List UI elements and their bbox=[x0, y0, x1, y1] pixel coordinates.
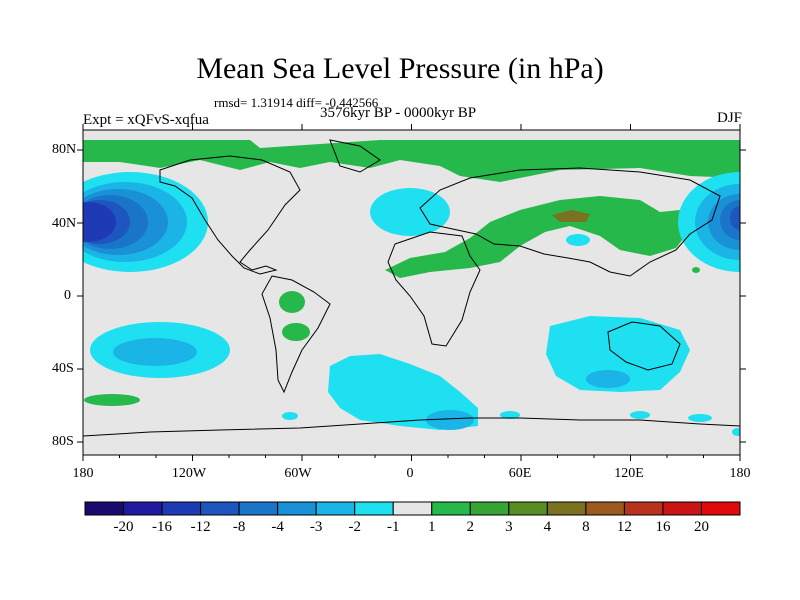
colorbar-swatch bbox=[546, 501, 587, 516]
colorbar-label: 20 bbox=[693, 519, 709, 535]
lat-label-80s: 80S bbox=[52, 434, 74, 449]
colorbar-swatch bbox=[200, 501, 240, 516]
lon-label-0: 0 bbox=[406, 466, 414, 481]
lon-label-120e: 120E bbox=[614, 466, 644, 481]
colorbar-swatch bbox=[84, 501, 125, 516]
colorbar-label: -2 bbox=[348, 519, 361, 535]
colorbar-label: 3 bbox=[505, 519, 513, 535]
colorbar-label: 2 bbox=[466, 519, 475, 535]
southern-ocean-patch-1 bbox=[500, 411, 520, 419]
lon-label-60w: 60W bbox=[284, 466, 312, 481]
stats-line: rmsd= 1.31914 diff= -0.442566 bbox=[214, 95, 379, 110]
map-title: Mean Sea Level Pressure (in hPa) bbox=[196, 52, 604, 85]
lat-label-40s: 40S bbox=[52, 361, 74, 376]
lat-label-0: 0 bbox=[64, 288, 71, 303]
south-america-positive-1 bbox=[279, 291, 305, 313]
colorbar-swatch bbox=[123, 501, 163, 516]
colorbar-swatch bbox=[623, 501, 664, 516]
colorbar bbox=[84, 501, 741, 516]
colorbar-label: 8 bbox=[582, 519, 590, 535]
colorbar-swatch bbox=[431, 501, 471, 516]
africa-coast bbox=[387, 231, 481, 347]
colorbar-swatch bbox=[392, 501, 433, 516]
south-america-coast bbox=[261, 275, 331, 394]
spacific-negative-l2 bbox=[113, 338, 197, 366]
brown-spot bbox=[552, 210, 590, 222]
lat-label-80n: 80N bbox=[52, 142, 77, 157]
colorbar-swatch bbox=[315, 501, 356, 516]
southern-ocean-patch-5 bbox=[732, 428, 740, 436]
southern-ocean-patch-4 bbox=[282, 412, 298, 420]
npacific-low-east-l5 bbox=[730, 206, 740, 230]
colorbar-swatch bbox=[277, 501, 317, 516]
lon-label-60e: 60E bbox=[508, 466, 532, 481]
tibet-negative-spot bbox=[566, 234, 590, 246]
colorbar-label: -1 bbox=[386, 519, 400, 535]
australia-coast bbox=[607, 321, 681, 371]
colorbar-swatch bbox=[585, 501, 625, 516]
colorbar-label: 12 bbox=[616, 519, 632, 535]
period-label: 3576kyr BP - 0000kyr BP bbox=[320, 105, 477, 121]
colorbar-swatch bbox=[662, 501, 702, 516]
colorbar-swatch bbox=[469, 501, 510, 516]
pressure-field bbox=[83, 130, 740, 455]
natlantic-negative bbox=[370, 188, 450, 236]
axis-ticks bbox=[77, 124, 746, 461]
southern-ocean-patch-3 bbox=[688, 414, 712, 422]
indian-ocean-negative bbox=[546, 316, 690, 392]
coastlines bbox=[83, 139, 740, 437]
npacific-low-west-l6 bbox=[83, 202, 116, 242]
small-positive-spot bbox=[692, 267, 700, 273]
colorbar-label: -16 bbox=[152, 519, 173, 535]
north-america-coast bbox=[159, 155, 301, 275]
colorbar-label: 16 bbox=[655, 519, 671, 535]
lat-label-40n: 40N bbox=[52, 216, 77, 231]
south-america-positive-2 bbox=[282, 323, 310, 341]
colorbar-label: -20 bbox=[113, 519, 134, 535]
colorbar-label: -3 bbox=[309, 519, 323, 535]
arctic-positive-band bbox=[83, 140, 740, 182]
lon-label-180e: 180 bbox=[729, 466, 751, 481]
colorbar-label: -8 bbox=[232, 519, 246, 535]
lon-label-120w: 120W bbox=[171, 466, 207, 481]
colorbar-label: -12 bbox=[190, 519, 211, 535]
colorbar-swatch bbox=[354, 501, 394, 516]
colorbar-label: -4 bbox=[271, 519, 284, 535]
eurasia-positive-region bbox=[385, 196, 690, 278]
colorbar-swatch bbox=[508, 501, 548, 516]
southern-ocean-patch-2 bbox=[630, 411, 650, 419]
season-label: DJF bbox=[716, 110, 742, 126]
colorbar-label: 1 bbox=[428, 519, 436, 535]
antarctica-coast bbox=[83, 417, 740, 437]
colorbar-swatch bbox=[161, 501, 202, 516]
eurasia-coast bbox=[419, 167, 721, 277]
colorbar-label: 4 bbox=[543, 519, 552, 535]
indian-ocean-negative-core bbox=[586, 370, 630, 388]
colorbar-swatch bbox=[238, 501, 279, 516]
satlantic-negative-core bbox=[426, 410, 474, 430]
greenland-coast bbox=[329, 139, 381, 173]
south-pacific-positive bbox=[84, 394, 140, 406]
experiment-label: Expt = xQFvS-xqfua bbox=[83, 112, 209, 128]
lon-label-180w: 180 bbox=[72, 466, 94, 481]
colorbar-swatch bbox=[700, 501, 741, 516]
